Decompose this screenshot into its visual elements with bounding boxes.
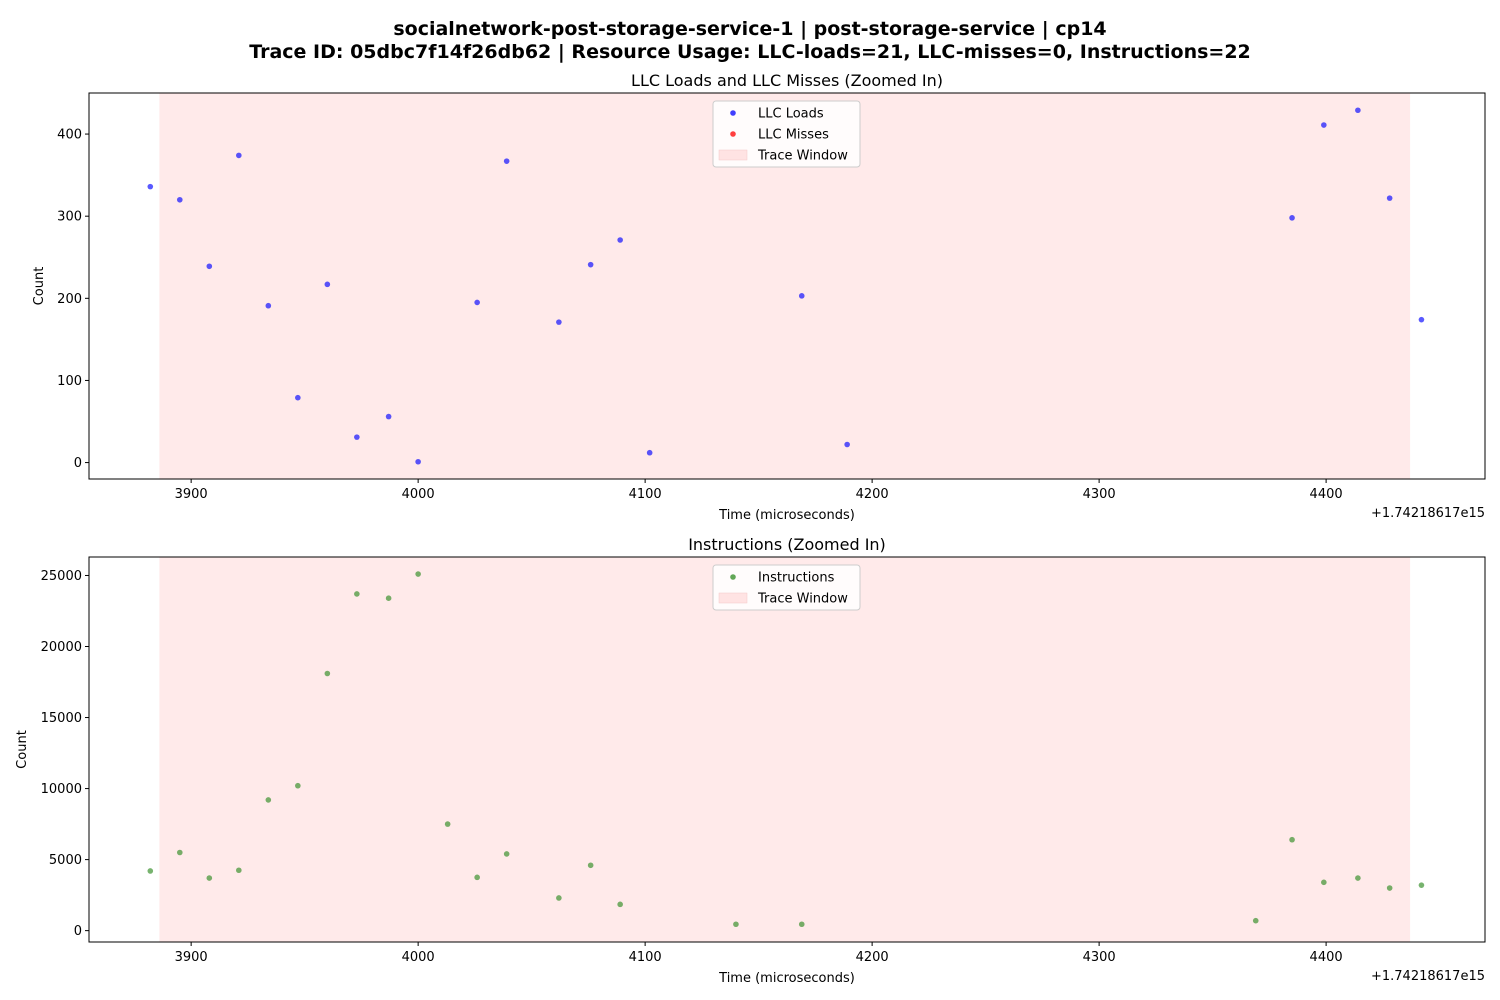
- chart-title: Instructions (Zoomed In): [688, 535, 886, 554]
- legend-entry: Trace Window: [757, 149, 848, 164]
- data-point: [415, 458, 421, 465]
- data-point: [206, 875, 213, 881]
- data-point: [617, 901, 623, 908]
- data-point: [1418, 882, 1425, 888]
- data-point: [265, 797, 272, 803]
- x-tick-label: 4300: [1083, 950, 1116, 965]
- x-offset-label: +1.74218617e15: [1371, 969, 1485, 984]
- x-tick-label: 4000: [402, 487, 435, 502]
- data-point: [503, 851, 510, 857]
- x-offset-label: +1.74218617e15: [1371, 506, 1485, 521]
- figure-title-line2: Trace ID: 05dbc7f14f26db62 | Resource Us…: [249, 41, 1251, 63]
- data-point: [415, 571, 421, 577]
- trace-window-span: [159, 557, 1411, 942]
- data-point: [385, 413, 392, 420]
- data-point: [1289, 836, 1295, 843]
- x-tick-label: 4400: [1310, 950, 1343, 965]
- legend-marker: [730, 110, 736, 116]
- data-point: [1252, 917, 1259, 924]
- data-point: [587, 261, 594, 268]
- y-tick-label: 0: [74, 924, 82, 939]
- y-axis-label: Count: [15, 730, 30, 769]
- data-point: [844, 441, 850, 448]
- x-tick-label: 4200: [856, 950, 889, 965]
- y-tick-label: 25000: [41, 569, 82, 584]
- legend-entry: Instructions: [758, 571, 835, 586]
- legend-entry: LLC Misses: [758, 128, 829, 143]
- data-point: [354, 434, 360, 440]
- x-tick-label: 4000: [402, 950, 435, 965]
- legend-box: [712, 100, 861, 168]
- data-point: [617, 237, 623, 243]
- data-point: [265, 302, 272, 309]
- legend-marker: [718, 149, 748, 161]
- x-axis-label: Time (microseconds): [718, 508, 855, 523]
- legend-marker: [730, 131, 736, 137]
- data-point: [1289, 215, 1295, 221]
- data-point: [474, 299, 480, 306]
- x-tick-label: 4400: [1310, 487, 1343, 502]
- data-point: [176, 849, 183, 856]
- data-point: [798, 921, 805, 928]
- data-point: [295, 782, 301, 789]
- data-point: [236, 152, 242, 159]
- y-tick-label: 20000: [41, 640, 82, 655]
- data-point: [324, 281, 331, 288]
- figure-title-line1: socialnetwork-post-storage-service-1 | p…: [393, 18, 1106, 40]
- data-point: [385, 595, 392, 601]
- data-point: [1418, 316, 1425, 323]
- data-point: [646, 449, 653, 456]
- legend-marker: [730, 574, 736, 580]
- data-point: [176, 196, 183, 203]
- y-tick-label: 0: [74, 456, 82, 471]
- y-axis-label: Count: [32, 267, 47, 306]
- data-point: [444, 821, 451, 827]
- data-point: [503, 158, 510, 164]
- data-point: [354, 591, 360, 597]
- y-tick-label: 200: [57, 292, 82, 307]
- data-point: [1386, 885, 1393, 891]
- axes-frame: [88, 92, 1486, 480]
- data-point: [236, 867, 242, 874]
- data-point: [206, 263, 213, 270]
- legend-entry: Trace Window: [757, 592, 848, 607]
- y-tick-label: 300: [57, 210, 82, 225]
- y-tick-label: 100: [57, 374, 82, 389]
- llc-chart-panel: LLC Loads and LLC Misses (Zoomed In) 3900…: [32, 71, 1486, 523]
- data-point: [798, 293, 805, 299]
- data-point: [733, 921, 739, 928]
- data-point: [474, 874, 480, 881]
- data-point: [295, 394, 301, 401]
- data-point: [1321, 122, 1327, 128]
- data-point: [1386, 195, 1393, 201]
- x-tick-label: 3900: [175, 487, 208, 502]
- axes-frame: [88, 556, 1486, 943]
- data-point: [1321, 879, 1327, 886]
- y-tick-label: 5000: [49, 853, 82, 868]
- legend-marker: [718, 592, 748, 604]
- data-point: [556, 319, 562, 325]
- data-point: [147, 868, 154, 874]
- legend-box: [712, 564, 861, 611]
- instructions-chart-panel: Instructions (Zoomed In) 3900 4000 4100 4200…: [15, 535, 1486, 986]
- x-tick-label: 4100: [629, 487, 662, 502]
- data-point: [556, 895, 562, 901]
- data-point: [587, 862, 594, 869]
- data-point: [147, 183, 154, 190]
- x-axis-label: Time (microseconds): [718, 971, 855, 986]
- chart-title: LLC Loads and LLC Misses (Zoomed In): [631, 71, 943, 90]
- legend-entry: LLC Loads: [758, 107, 824, 122]
- x-tick-label: 4200: [856, 487, 889, 502]
- y-tick-label: 400: [57, 128, 82, 143]
- y-tick-label: 10000: [41, 782, 82, 797]
- data-point: [1355, 875, 1361, 881]
- y-tick-label: 15000: [41, 711, 82, 726]
- x-tick-label: 3900: [175, 950, 208, 965]
- data-point: [324, 670, 331, 677]
- data-point: [1355, 107, 1361, 114]
- x-tick-label: 4300: [1083, 487, 1116, 502]
- x-tick-label: 4100: [629, 950, 662, 965]
